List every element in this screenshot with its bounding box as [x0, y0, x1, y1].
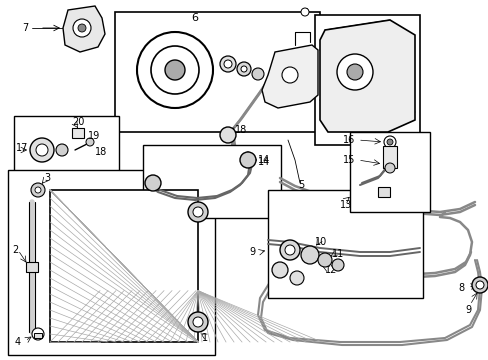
- Circle shape: [471, 277, 487, 293]
- Text: 18: 18: [95, 147, 107, 157]
- Circle shape: [475, 281, 483, 289]
- Text: 4: 4: [15, 337, 21, 347]
- Circle shape: [282, 67, 297, 83]
- Circle shape: [86, 138, 94, 146]
- Text: 12: 12: [325, 265, 337, 275]
- Circle shape: [78, 24, 86, 32]
- Circle shape: [241, 66, 246, 72]
- Circle shape: [331, 259, 343, 271]
- Circle shape: [301, 8, 308, 16]
- Text: 8: 8: [457, 283, 463, 293]
- Bar: [115, 12, 319, 132]
- Text: 1: 1: [202, 333, 208, 343]
- Circle shape: [193, 207, 203, 217]
- Circle shape: [336, 54, 372, 90]
- Polygon shape: [63, 6, 105, 52]
- Polygon shape: [262, 45, 317, 108]
- Circle shape: [346, 64, 362, 80]
- Circle shape: [30, 138, 54, 162]
- Circle shape: [280, 240, 299, 260]
- Circle shape: [151, 46, 199, 94]
- Text: 6: 6: [191, 13, 198, 23]
- Polygon shape: [319, 20, 414, 132]
- Bar: [382, 146, 396, 168]
- Text: 15: 15: [342, 155, 355, 165]
- Circle shape: [285, 245, 294, 255]
- Circle shape: [240, 152, 256, 168]
- Text: 2: 2: [12, 245, 18, 255]
- Text: 7: 7: [22, 23, 28, 33]
- Bar: [50, 190, 198, 342]
- Circle shape: [220, 127, 236, 143]
- Circle shape: [224, 60, 231, 68]
- Text: 18: 18: [235, 125, 247, 135]
- Text: 16: 16: [342, 135, 354, 145]
- Circle shape: [271, 262, 287, 278]
- Circle shape: [220, 56, 236, 72]
- Circle shape: [164, 60, 184, 80]
- Text: 19: 19: [88, 131, 100, 141]
- Bar: [26, 262, 38, 272]
- Bar: [377, 187, 389, 197]
- Circle shape: [237, 62, 250, 76]
- Circle shape: [383, 136, 395, 148]
- Text: 14: 14: [258, 155, 270, 165]
- Circle shape: [32, 328, 44, 340]
- Bar: [14, 116, 119, 188]
- Circle shape: [386, 139, 392, 145]
- Bar: [267, 190, 422, 298]
- Text: 17: 17: [16, 143, 28, 153]
- Circle shape: [193, 317, 203, 327]
- Circle shape: [31, 183, 45, 197]
- Text: 9: 9: [464, 305, 470, 315]
- Circle shape: [137, 32, 213, 108]
- Circle shape: [35, 187, 41, 193]
- Text: 14: 14: [258, 157, 270, 167]
- Text: 20: 20: [72, 117, 84, 127]
- Bar: [142, 145, 281, 218]
- Text: 10: 10: [314, 237, 326, 247]
- Circle shape: [145, 175, 161, 191]
- Circle shape: [73, 19, 91, 37]
- Text: 3: 3: [44, 173, 50, 183]
- Circle shape: [289, 271, 304, 285]
- Bar: [34, 333, 42, 338]
- Bar: [8, 170, 215, 355]
- Circle shape: [251, 68, 264, 80]
- Bar: [72, 128, 84, 138]
- Circle shape: [187, 202, 207, 222]
- Text: 5: 5: [297, 180, 304, 190]
- Circle shape: [36, 144, 48, 156]
- Circle shape: [56, 144, 68, 156]
- Circle shape: [384, 163, 394, 173]
- Text: 9: 9: [248, 247, 255, 257]
- Circle shape: [301, 246, 318, 264]
- Circle shape: [317, 253, 331, 267]
- Text: 11: 11: [331, 249, 344, 259]
- Bar: [349, 132, 429, 212]
- Text: 13: 13: [339, 200, 351, 210]
- Circle shape: [187, 312, 207, 332]
- Bar: [314, 15, 419, 145]
